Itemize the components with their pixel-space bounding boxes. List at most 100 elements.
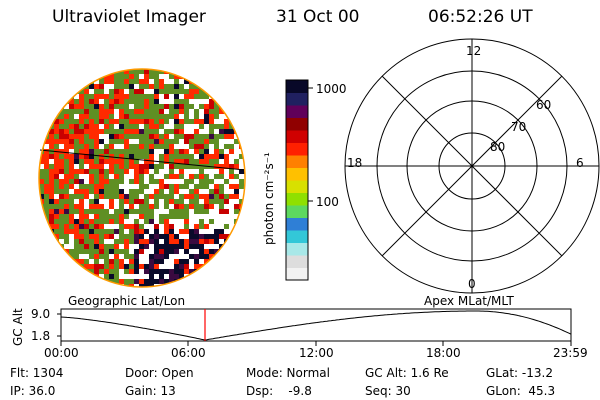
- image-pixel: [134, 169, 139, 174]
- image-pixel: [229, 164, 234, 169]
- image-pixel: [134, 164, 139, 169]
- image-pixel: [219, 214, 224, 219]
- image-pixel: [179, 274, 184, 279]
- image-pixel: [144, 254, 149, 259]
- image-pixel: [199, 244, 204, 249]
- image-pixel: [219, 159, 224, 164]
- mlt-label-18: 18: [347, 156, 363, 170]
- image-pixel: [129, 224, 134, 229]
- image-pixel: [164, 154, 169, 159]
- image-pixel: [49, 129, 54, 134]
- color-bar-strips: [286, 80, 308, 281]
- image-pixel: [104, 239, 109, 244]
- image-pixel: [239, 169, 244, 174]
- image-pixel: [184, 249, 189, 254]
- image-pixel: [184, 79, 189, 84]
- image-pixel: [134, 229, 139, 234]
- image-pixel: [149, 134, 154, 139]
- mlt-label-6: 6: [576, 156, 584, 170]
- image-pixel: [189, 114, 194, 119]
- image-pixel: [104, 269, 109, 274]
- image-pixel: [119, 114, 124, 119]
- image-pixel: [104, 134, 109, 139]
- image-pixel: [64, 194, 69, 199]
- image-pixel: [114, 159, 119, 164]
- image-pixel: [134, 269, 139, 274]
- image-pixel: [239, 174, 244, 179]
- image-pixel: [139, 119, 144, 124]
- image-pixel: [99, 184, 104, 189]
- image-pixel: [199, 144, 204, 149]
- image-pixel: [59, 139, 64, 144]
- image-pixel: [109, 169, 114, 174]
- image-pixel: [154, 209, 159, 214]
- image-pixel: [104, 149, 109, 154]
- image-pixel: [139, 74, 144, 79]
- image-pixel: [164, 74, 169, 79]
- image-pixel: [149, 159, 154, 164]
- image-pixel: [59, 149, 64, 154]
- image-pixel: [154, 214, 159, 219]
- image-pixel: [79, 209, 84, 214]
- image-pixel: [229, 159, 234, 164]
- image-pixel: [99, 204, 104, 209]
- image-pixel: [49, 199, 54, 204]
- image-pixel: [159, 119, 164, 124]
- image-pixel: [179, 144, 184, 149]
- image-pixel: [49, 219, 54, 224]
- image-pixel: [179, 219, 184, 224]
- image-pixel: [84, 164, 89, 169]
- image-pixel: [164, 224, 169, 229]
- image-pixel: [209, 114, 214, 119]
- image-pixel: [234, 144, 239, 149]
- image-pixel: [64, 149, 69, 154]
- image-pixel: [154, 234, 159, 239]
- image-pixel: [144, 224, 149, 229]
- image-pixel: [94, 94, 99, 99]
- image-pixel: [169, 259, 174, 264]
- image-pixel: [94, 224, 99, 229]
- image-pixel: [54, 234, 59, 239]
- image-pixel: [184, 174, 189, 179]
- image-pixel: [79, 94, 84, 99]
- image-pixel: [214, 164, 219, 169]
- image-pixel: [69, 234, 74, 239]
- image-pixel: [99, 94, 104, 99]
- image-pixel: [139, 279, 144, 284]
- image-pixel: [139, 79, 144, 84]
- image-pixel: [104, 124, 109, 129]
- image-pixel: [139, 199, 144, 204]
- image-pixel: [49, 159, 54, 164]
- image-pixel: [174, 234, 179, 239]
- image-pixel: [49, 174, 54, 179]
- image-pixel: [194, 144, 199, 149]
- image-pixel: [119, 259, 124, 264]
- image-pixel: [204, 204, 209, 209]
- color-bar-strip: [286, 230, 308, 243]
- image-pixel: [179, 159, 184, 164]
- image-pixel: [144, 269, 149, 274]
- image-pixel: [209, 249, 214, 254]
- image-pixel: [174, 229, 179, 234]
- image-pixel: [109, 74, 114, 79]
- image-pixel: [79, 134, 84, 139]
- image-pixel: [174, 249, 179, 254]
- y-label-9: 9.0: [31, 307, 51, 321]
- image-pixel: [89, 229, 94, 234]
- image-pixel: [89, 159, 94, 164]
- image-pixel: [134, 284, 139, 287]
- image-pixel: [234, 164, 239, 169]
- image-pixel: [184, 144, 189, 149]
- image-pixel: [209, 104, 214, 109]
- image-pixel: [84, 179, 89, 184]
- image-pixel: [164, 189, 169, 194]
- image-pixel: [69, 174, 74, 179]
- image-pixel: [144, 169, 149, 174]
- image-pixel: [94, 239, 99, 244]
- image-pixel: [234, 184, 239, 189]
- image-pixel: [144, 244, 149, 249]
- image-pixel: [239, 189, 244, 194]
- image-pixel: [184, 149, 189, 154]
- image-pixel: [94, 189, 99, 194]
- image-pixel: [234, 194, 239, 199]
